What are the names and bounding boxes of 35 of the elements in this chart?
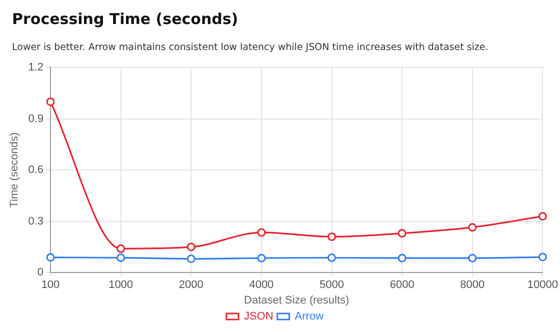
point: [116, 244, 126, 253]
point: [468, 254, 477, 262]
point: [46, 98, 55, 106]
point: [186, 254, 196, 264]
x-tick-label: 100: [41, 279, 60, 292]
y-tick-label: 0.3: [28, 215, 44, 228]
y-tick-label: 1.2: [28, 62, 44, 74]
x-tick-label: 5000: [320, 279, 344, 292]
x-tick-label: 4000: [249, 279, 274, 292]
x-tick-label: 6000: [390, 279, 414, 292]
chart-title: Processing Time (seconds): [12, 10, 238, 28]
y-tick-label: 0.6: [28, 164, 44, 176]
x-tick-label: 2000: [178, 279, 204, 292]
point: [257, 228, 266, 237]
point: [398, 229, 406, 238]
x-tick-label: 1000: [108, 279, 134, 292]
point: [538, 252, 547, 262]
legend-label: Arrow: [294, 310, 324, 323]
chart-subtitle: Lower is better. Arrow maintains consistent low latency while JSON time increases with dataset size.: [12, 42, 488, 53]
x-axis-title: Dataset Size (results): [244, 294, 350, 306]
y-axis-title: Time (seconds): [8, 132, 21, 208]
x-tick-label: 8000: [460, 279, 485, 292]
point: [116, 253, 126, 262]
y-tick-label: 0.9: [28, 112, 44, 125]
point: [538, 212, 547, 220]
point: [468, 223, 477, 232]
point: [186, 242, 196, 252]
y-tick-label: 0: [37, 266, 44, 279]
legend-label: JSON: [244, 310, 274, 323]
point: [46, 253, 55, 262]
point: [398, 254, 406, 262]
point: [257, 254, 266, 262]
point: [328, 232, 336, 241]
x-tick-label: 10000: [527, 279, 558, 292]
point: [328, 253, 336, 262]
